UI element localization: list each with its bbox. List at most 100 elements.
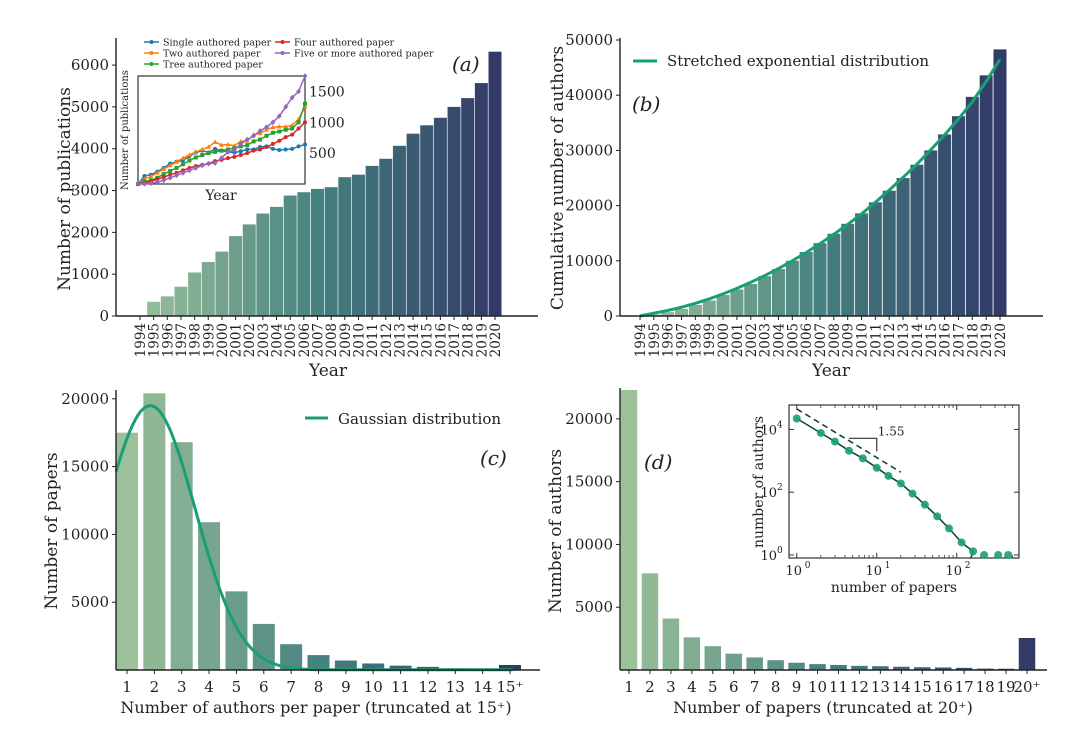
a-xtick-label: 1996 bbox=[160, 323, 176, 357]
d-bar-20⁺ bbox=[1018, 637, 1036, 670]
a-inset-marker bbox=[148, 180, 154, 187]
a-inset-marker bbox=[161, 175, 166, 180]
c-xtick-label: 15⁺ bbox=[496, 678, 523, 696]
a-bar-2013 bbox=[392, 145, 406, 316]
b-xtick-label: 2017 bbox=[951, 323, 967, 357]
d-ylabel: Number of authors bbox=[546, 449, 566, 613]
a-inset-marker bbox=[245, 147, 250, 152]
a-inset-marker bbox=[161, 172, 166, 177]
a-inset-marker bbox=[213, 146, 218, 151]
b-xtick-label: 2005 bbox=[785, 323, 801, 357]
d-ytick-label: 15000 bbox=[565, 473, 613, 491]
c-xlabel: Number of authors per paper (truncated a… bbox=[120, 698, 511, 717]
b-panel-label: (b) bbox=[632, 92, 660, 116]
b-bar-2013 bbox=[896, 178, 910, 316]
a-inset-marker bbox=[174, 159, 179, 164]
a-xtick-label: 2018 bbox=[461, 323, 477, 357]
b-bar-2018 bbox=[965, 96, 979, 316]
d-xtick-label: 12 bbox=[850, 678, 869, 696]
d-inset-powerlaw-line bbox=[796, 408, 902, 473]
d-inset-point bbox=[957, 538, 966, 547]
a-inset-marker bbox=[174, 165, 179, 170]
d-xtick-label: 17 bbox=[955, 678, 974, 696]
a-xtick-label: 2013 bbox=[392, 323, 408, 357]
d-bar-12 bbox=[851, 665, 868, 670]
d-inset-xtick-exp: 1 bbox=[885, 561, 891, 571]
d-inset-point bbox=[816, 428, 825, 437]
a-bar-2012 bbox=[379, 158, 393, 316]
a-xtick-label: 2011 bbox=[365, 323, 381, 357]
a-inset-marker bbox=[232, 154, 237, 159]
d-bar-14 bbox=[893, 666, 910, 670]
a-xtick-label: 2010 bbox=[351, 323, 367, 357]
a-xtick-label: 2001 bbox=[229, 323, 245, 357]
a-inset-marker bbox=[277, 129, 282, 134]
b-bar-2005 bbox=[785, 260, 799, 316]
b-bar-2014 bbox=[910, 164, 924, 316]
a-inset-ylabel: Number of publications bbox=[120, 70, 131, 190]
d-xtick-label: 20⁺ bbox=[1013, 678, 1040, 696]
c-xtick-label: 10 bbox=[364, 678, 383, 696]
d-ytick-label: 10000 bbox=[565, 535, 613, 553]
c-xtick-label: 7 bbox=[286, 678, 296, 696]
b-bars bbox=[647, 49, 1007, 317]
d-ytick-label: 5000 bbox=[575, 598, 613, 616]
a-legend-label: Four authored paper bbox=[294, 38, 395, 49]
b-xtick-label: 2003 bbox=[758, 323, 774, 357]
a-inset-marker bbox=[168, 169, 173, 174]
d-inset-point bbox=[969, 547, 978, 556]
c-bar-11 bbox=[389, 665, 412, 670]
a-inset-marker bbox=[270, 119, 276, 126]
a-bar-2016 bbox=[433, 117, 447, 316]
d-inset-frame bbox=[788, 404, 1020, 559]
d-inset-xtick-exp: 2 bbox=[965, 561, 971, 571]
a-inset-marker bbox=[219, 148, 224, 153]
a-ylabel: Number of publications bbox=[55, 87, 75, 291]
b-xtick-label: 1996 bbox=[661, 323, 677, 357]
a-ytick-label: 1000 bbox=[71, 265, 109, 283]
b-bar-2015 bbox=[924, 150, 938, 316]
d-xtick-label: 6 bbox=[729, 678, 739, 696]
a-inset-ticks: 500 1000 1500 bbox=[309, 84, 345, 162]
b-xtick-label: 2018 bbox=[965, 323, 981, 357]
a-xtick-label: 2016 bbox=[433, 323, 449, 357]
b-bar-2010 bbox=[855, 213, 869, 316]
c-bar-9 bbox=[334, 660, 357, 670]
d-bar-1 bbox=[620, 390, 638, 670]
a-inset-marker bbox=[212, 160, 218, 166]
a-inset-marker bbox=[303, 142, 307, 147]
a-xtick-label: 2005 bbox=[283, 323, 299, 357]
a-inset-marker bbox=[296, 88, 301, 95]
d-bar-17 bbox=[955, 667, 973, 670]
a-inset-ytick-label: 1500 bbox=[309, 84, 345, 100]
a-inset-xlabel: Year bbox=[204, 188, 237, 204]
b-xtick-label: 2013 bbox=[896, 323, 912, 357]
b-ytick-label: 10000 bbox=[565, 252, 613, 270]
a-inset-marker bbox=[303, 101, 307, 106]
a-inset-ytick-label: 1000 bbox=[309, 115, 345, 131]
a-inset-marker bbox=[225, 141, 231, 147]
d-bar-3 bbox=[662, 618, 680, 670]
a-inset-marker bbox=[245, 151, 250, 156]
a-xtick-label: 2007 bbox=[311, 323, 327, 357]
a-inset-marker bbox=[244, 136, 250, 143]
b-ytick-label: 40000 bbox=[565, 86, 613, 104]
b-ylabel: Cumulative number of authors bbox=[548, 46, 568, 310]
b-xtick-label: 2016 bbox=[938, 323, 954, 357]
d-inset-point bbox=[920, 500, 929, 509]
b-xtick-label: 2015 bbox=[924, 323, 940, 357]
a-ytick-label: 0 bbox=[99, 307, 109, 325]
a-inset-marker bbox=[283, 135, 288, 140]
d-xtick-label: 2 bbox=[645, 678, 655, 696]
a-inset-marker bbox=[199, 146, 205, 152]
b-bar-2009 bbox=[841, 223, 855, 316]
c-bars bbox=[116, 393, 521, 670]
d-inset-point bbox=[994, 550, 1003, 559]
c-xtick-label: 11 bbox=[391, 678, 410, 696]
a-inset-marker bbox=[289, 122, 295, 128]
a-inset-marker bbox=[142, 181, 147, 187]
a-inset-marker bbox=[180, 170, 186, 176]
c-legend: Gaussian distribution bbox=[305, 410, 501, 428]
a-inset-marker bbox=[264, 133, 269, 138]
